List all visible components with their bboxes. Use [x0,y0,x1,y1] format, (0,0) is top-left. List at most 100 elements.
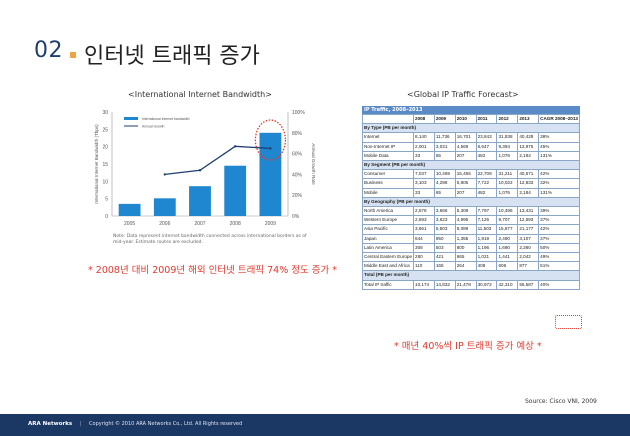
chart-note: Note: Data represent internet bandwidth … [113,234,307,245]
table-cell: 800 [454,242,477,254]
table-cell: 1,021 [475,252,498,263]
table-cell: 42% [538,169,580,180]
footer: ARA Networks | Copyright © 2010 ARA Netw… [28,421,242,427]
table-cell: 8,089 [454,224,477,235]
bandwidth-chart: 0 5 10 15 20 25 30 0% 20% 40% 60% 80% 100% Internatio… [94,110,316,227]
table-cell: 15,465 [454,169,477,180]
table-cell: 207 [454,150,477,162]
y-tick-label: 0 [105,214,108,220]
table-cell: 5,805 [454,178,477,189]
table-cell: 421 [433,252,456,263]
table-cell: 482 [475,150,498,162]
table-cell: 308 [413,242,435,254]
table-cell: By Segment (PB per month) [362,160,580,171]
table-cell: 3,666 [433,206,456,217]
legend-label-bar: International Internet bandwidth [142,117,190,121]
table-section-row: By Type (PB per month) [362,123,580,134]
traffic-table: IP Traffic, 2008–2013 2008 2009 2010 2011 20… [361,106,580,290]
table-cell: 131% [538,187,580,198]
table-cell: 9,394 [496,141,519,152]
table-cell: 1,076 [496,150,519,162]
table-row: Mobile 33 65 207 482 1,076 2,184 131% [361,187,580,198]
table-cell: 4,995 [454,215,477,226]
growth-point [198,169,202,172]
bar [259,132,282,216]
table-cell: Total (PB per month) [362,270,580,281]
cagr-highlight [555,315,582,329]
table-cell: 40,571 [517,169,540,180]
traffic-grid: 2008 2009 2010 2011 2012 2013 CAGR 2008–2013 By… [361,113,580,290]
y2-tick-label: 0% [292,214,300,220]
table-cell: 7,797 [475,206,498,217]
table-cell: 10,174 [413,279,435,290]
table-cell: 65 [433,150,456,162]
table-cell: 606 [496,261,519,272]
table-cell: 5,309 [454,206,477,217]
table-cell: 207 [454,187,477,198]
growth-point [234,145,237,148]
table-cell: Middle East and Africa [361,261,415,272]
table-cell [361,113,415,125]
table-cell: 5,503 [433,224,456,235]
table-cell: 6,647 [475,141,498,152]
table-cell: 12,833 [517,178,540,189]
table-cell: 10,496 [496,206,519,217]
table-cell: 2008 [413,113,435,125]
y-tick-label: 5 [105,197,108,203]
table-cell: 37% [538,215,580,226]
table-caption: <Global IP Traffic Forecast> [407,90,519,99]
y-tick-label: 20 [102,145,108,151]
table-cell: 1,076 [496,187,519,198]
table-cell: 2,360 [517,242,540,254]
footer-brand: ARA Networks [28,421,73,427]
table-cell: 4,298 [433,178,456,189]
growth-point [163,173,166,176]
growth-point [269,147,272,150]
table-cell: By Geography (PB per month) [362,196,580,208]
table-cell: 280 [413,252,435,263]
footer-copyright: Copyright © 2010 ARA Networks Co., Ltd. … [89,421,243,427]
table-cell: 3,103 [413,178,435,189]
table-cell: Mobile [361,187,415,198]
table-cell: 42,310 [496,279,519,290]
table-cell: Non-Internet IP [361,141,415,152]
table-cell: 2,593 [413,215,435,226]
table-cell: 12,975 [517,141,540,152]
table-cell: 1,196 [475,242,498,254]
table-cell: 23,843 [475,132,498,143]
table-cell: 33 [413,187,435,198]
x-tick-label: 2005 [124,221,135,227]
table-cell: 1,919 [475,233,498,244]
table-cell: 2010 [454,113,477,125]
table-row: Mobile Data 33 65 207 482 1,076 2,184 131% [361,150,580,162]
table-row: Asia Pacific 3,661 5,503 8,089 11,503 15,877 2… [361,224,580,235]
table-cell: 45% [538,141,580,152]
y-tick-label: 15 [102,162,108,168]
table-cell: 2009 [433,113,456,125]
table-cell: 3,107 [517,233,540,244]
table-cell: 2,184 [517,187,540,198]
table-row: North America 2,578 3,666 5,309 7,797 10,496 1… [361,206,580,217]
x-tick-label: 2008 [230,221,241,227]
table-cell: 3,661 [413,224,435,235]
table-cell: 21,478 [454,279,477,290]
table-cell: 40% [538,279,580,290]
table-cell: Internet [361,132,415,143]
legend-swatch-bar [124,117,138,120]
table-cell: 644 [413,233,435,244]
table-cell: Japan [361,233,415,244]
table-cell: 1,690 [496,242,519,254]
table-cell: 51% [538,261,580,272]
table-row: Business 3,103 4,298 5,805 7,722 10,022 12,833… [361,178,580,189]
table-cell: 8,140 [413,132,435,143]
table-row: Non-Internet IP 2,001 3,031 4,569 6,647 9,394… [361,141,580,152]
y-tick-label: 30 [102,110,108,116]
bar [224,165,247,216]
footer-bar [0,414,630,436]
table-cell: Asia Pacific [361,224,415,235]
bar [189,186,211,216]
table-cell: 13,431 [517,206,540,217]
title-bullet [70,52,76,58]
highlight-circle [254,119,287,161]
table-row: Japan 644 950 1,355 1,919 2,490 3,107 37% [361,233,580,244]
